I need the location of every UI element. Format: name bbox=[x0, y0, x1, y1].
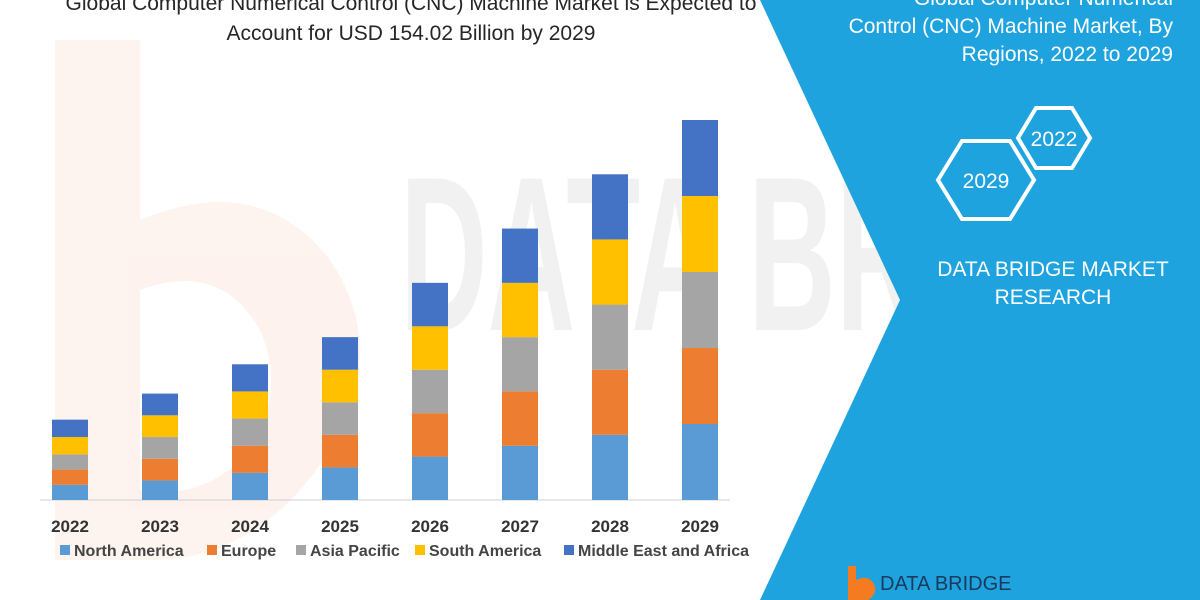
bar-segment-2026-south-america bbox=[412, 326, 448, 370]
x-tick-label: 2028 bbox=[591, 517, 629, 536]
right-title-line-1: Global Computer Numerical bbox=[914, 0, 1173, 10]
bar-segment-2025-asia-pacific bbox=[322, 402, 358, 435]
bar-segment-2026-asia-pacific bbox=[412, 369, 448, 414]
x-tick-label: 2027 bbox=[501, 517, 539, 536]
right-title-line-3: Regions, 2022 to 2029 bbox=[962, 43, 1173, 66]
bar-segment-2025-middle-east-and-africa bbox=[322, 337, 358, 370]
bar-segment-2024-north-america bbox=[232, 472, 268, 500]
bar-segment-2029-middle-east-and-africa bbox=[682, 120, 718, 196]
bar-segment-2025-south-america bbox=[322, 369, 358, 403]
hexagon-2029-label: 2029 bbox=[963, 170, 1010, 193]
bar-segment-2022-north-america bbox=[52, 484, 88, 500]
legend-label-middle-east-and-africa: Middle East and Africa bbox=[578, 543, 749, 560]
x-tick-labels: 2022 2023 2024 2025 2026 2027 2028 2029 bbox=[51, 517, 719, 536]
bar-segment-2022-south-america bbox=[52, 437, 88, 455]
brand-line-2: RESEARCH bbox=[995, 286, 1112, 309]
bar-segment-2029-south-america bbox=[682, 196, 718, 272]
x-tick-label: 2029 bbox=[681, 517, 719, 536]
legend-label-europe: Europe bbox=[221, 543, 276, 560]
hexagon-2022-label: 2022 bbox=[1031, 128, 1078, 151]
bar-segment-2024-south-america bbox=[232, 391, 268, 419]
stacked-bar-chart: 2022 2023 2024 2025 2026 2027 2028 2029 North A… bbox=[40, 120, 749, 560]
bar-segment-2027-north-america bbox=[502, 445, 538, 500]
bar-segment-2024-asia-pacific bbox=[232, 418, 268, 446]
legend: North America Europe Asia Pacific South Ame… bbox=[60, 543, 749, 560]
bar-segment-2023-north-america bbox=[142, 480, 178, 500]
left-title-line-2: Account for USD 154.02 Billion by 2029 bbox=[227, 22, 596, 45]
x-tick-label: 2026 bbox=[411, 517, 449, 536]
bar-segment-2029-europe bbox=[682, 348, 718, 424]
bars-group bbox=[52, 120, 718, 500]
brand-line-1: DATA BRIDGE MARKET bbox=[937, 258, 1169, 281]
x-tick-label: 2024 bbox=[231, 517, 269, 536]
bar-segment-2022-europe bbox=[52, 469, 88, 485]
bar-segment-2029-asia-pacific bbox=[682, 272, 718, 348]
bar-segment-2026-north-america bbox=[412, 456, 448, 500]
bar-segment-2028-europe bbox=[592, 369, 628, 435]
bar-segment-2024-middle-east-and-africa bbox=[232, 364, 268, 392]
hexagon-badge-2029: 2029 bbox=[935, 139, 1037, 221]
bar-segment-2027-south-america bbox=[502, 282, 538, 338]
background-logo-watermark bbox=[55, 40, 360, 560]
hexagon-badge-2022: 2022 bbox=[1015, 106, 1093, 170]
bar-segment-2028-middle-east-and-africa bbox=[592, 174, 628, 240]
legend-swatch-north-america bbox=[60, 545, 70, 555]
bar-segment-2028-asia-pacific bbox=[592, 304, 628, 370]
bar-segment-2028-north-america bbox=[592, 434, 628, 500]
bar-segment-2023-europe bbox=[142, 458, 178, 481]
bar-segment-2029-north-america bbox=[682, 424, 718, 500]
bar-segment-2025-europe bbox=[322, 434, 358, 468]
bar-segment-2023-middle-east-and-africa bbox=[142, 393, 178, 416]
logo-text: DATA BRIDGE bbox=[880, 573, 1012, 595]
legend-swatch-asia-pacific bbox=[296, 545, 306, 555]
bar-segment-2024-europe bbox=[232, 445, 268, 473]
bar-segment-2026-europe bbox=[412, 413, 448, 457]
x-tick-label: 2023 bbox=[141, 517, 179, 536]
legend-label-south-america: South America bbox=[429, 543, 541, 560]
right-title-line-2: Control (CNC) Machine Market, By bbox=[849, 15, 1174, 38]
bar-segment-2023-south-america bbox=[142, 415, 178, 438]
logo-mark-icon bbox=[848, 566, 876, 600]
x-tick-label: 2025 bbox=[321, 517, 359, 536]
legend-label-asia-pacific: Asia Pacific bbox=[310, 543, 400, 560]
bar-segment-2027-europe bbox=[502, 391, 538, 446]
x-tick-label: 2022 bbox=[51, 517, 89, 536]
bar-segment-2027-asia-pacific bbox=[502, 337, 538, 392]
bar-segment-2023-asia-pacific bbox=[142, 437, 178, 459]
bar-segment-2022-asia-pacific bbox=[52, 454, 88, 470]
legend-swatch-south-america bbox=[415, 545, 425, 555]
right-panel-background bbox=[760, 0, 1200, 600]
bar-segment-2027-middle-east-and-africa bbox=[502, 228, 538, 283]
left-title-line-1: Global Computer Numerical Control (CNC) … bbox=[66, 0, 757, 15]
legend-swatch-middle-east-and-africa bbox=[564, 545, 574, 555]
bar-segment-2025-north-america bbox=[322, 467, 358, 500]
bar-segment-2028-south-america bbox=[592, 239, 628, 305]
legend-label-north-america: North America bbox=[74, 543, 184, 560]
databridge-logo: DATA BRIDGE bbox=[848, 566, 1012, 600]
legend-swatch-europe bbox=[207, 545, 217, 555]
bar-segment-2022-middle-east-and-africa bbox=[52, 419, 88, 438]
bar-segment-2026-middle-east-and-africa bbox=[412, 282, 448, 327]
